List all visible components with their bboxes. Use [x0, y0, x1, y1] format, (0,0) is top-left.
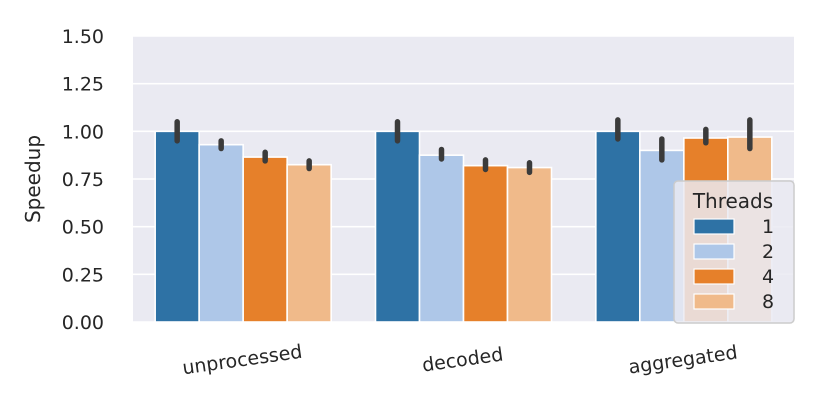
legend-title: Threads	[692, 189, 773, 213]
x-tick-label: aggregated	[627, 342, 739, 379]
error-bars	[174, 117, 753, 176]
bar	[595, 130, 641, 323]
legend-swatch	[693, 218, 735, 235]
bar	[374, 130, 421, 323]
x-tick-label: unprocessed	[181, 341, 304, 380]
bar	[418, 154, 465, 323]
bar	[154, 130, 200, 323]
bar	[462, 164, 509, 323]
y-tick-label: 0.50	[62, 217, 104, 239]
x-axis-ticks: unprocessed decoded aggregated	[181, 341, 739, 380]
legend-swatch	[693, 293, 735, 310]
bar	[242, 156, 288, 323]
bar	[506, 166, 553, 323]
legend-label: 8	[762, 291, 774, 313]
y-tick-label: 0.75	[62, 169, 104, 191]
y-axis-ticks: 0.00 0.25 0.50 0.75 1.00 1.25 1.50	[62, 26, 104, 334]
legend-label: 4	[762, 266, 774, 288]
legend-swatch	[693, 243, 735, 260]
y-tick-label: 0.00	[62, 312, 104, 334]
y-tick-label: 1.00	[62, 121, 104, 143]
y-axis-label: Speedup	[21, 135, 45, 223]
legend-label: 2	[762, 241, 774, 263]
y-tick-label: 0.25	[62, 264, 104, 286]
x-tick-label: decoded	[421, 343, 505, 376]
y-tick-label: 1.25	[62, 74, 104, 96]
bar	[286, 163, 332, 323]
legend-swatch	[693, 268, 735, 285]
legend-label: 1	[762, 216, 774, 238]
legend: Threads 1 2 4 8	[673, 180, 795, 324]
y-tick-label: 1.50	[62, 26, 104, 48]
bar	[198, 143, 244, 323]
